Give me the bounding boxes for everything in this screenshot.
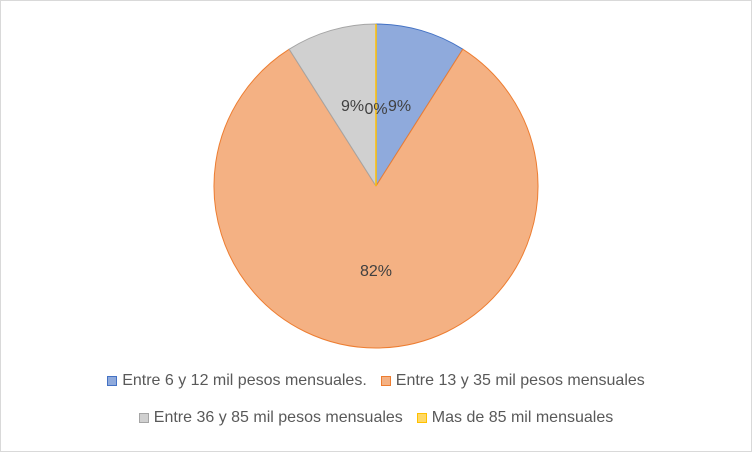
legend-label-6-12: Entre 6 y 12 mil pesos mensuales.	[122, 372, 367, 389]
legend-item-mas-85[interactable]: Mas de 85 mil mensuales	[416, 409, 614, 427]
slice-label-mas-85: 0%	[364, 101, 387, 118]
legend-row-1: Entre 6 y 12 mil pesos mensuales. Entre …	[0, 370, 752, 392]
legend-label-13-35: Entre 13 y 35 mil pesos mensuales	[395, 372, 645, 389]
legend-label-mas-85: Mas de 85 mil mensuales	[431, 409, 614, 426]
legend-label-36-85: Entre 36 y 85 mil pesos mensuales	[153, 409, 403, 426]
slice-label-6-12: 9%	[388, 98, 411, 115]
legend-item-36-85[interactable]: Entre 36 y 85 mil pesos mensuales	[138, 409, 403, 427]
legend-item-13-35[interactable]: Entre 13 y 35 mil pesos mensuales	[380, 372, 645, 390]
slice-label-36-85: 9%	[341, 98, 364, 115]
slice-36-85[interactable]	[288, 23, 377, 187]
legend-row-2: Entre 36 y 85 mil pesos mensuales Mas de…	[0, 407, 752, 429]
legend-swatch-mas-85	[416, 413, 427, 423]
legend-swatch-13-35	[380, 376, 391, 386]
legend: Entre 6 y 12 mil pesos mensuales. Entre …	[0, 370, 752, 444]
legend-item-6-12[interactable]: Entre 6 y 12 mil pesos mensuales.	[107, 372, 367, 390]
slice-13-35[interactable]	[213, 48, 539, 349]
slice-6-12[interactable]	[375, 23, 464, 187]
legend-swatch-36-85	[138, 413, 149, 423]
legend-swatch-6-12	[107, 376, 118, 386]
slice-label-13-35: 82%	[360, 263, 392, 280]
